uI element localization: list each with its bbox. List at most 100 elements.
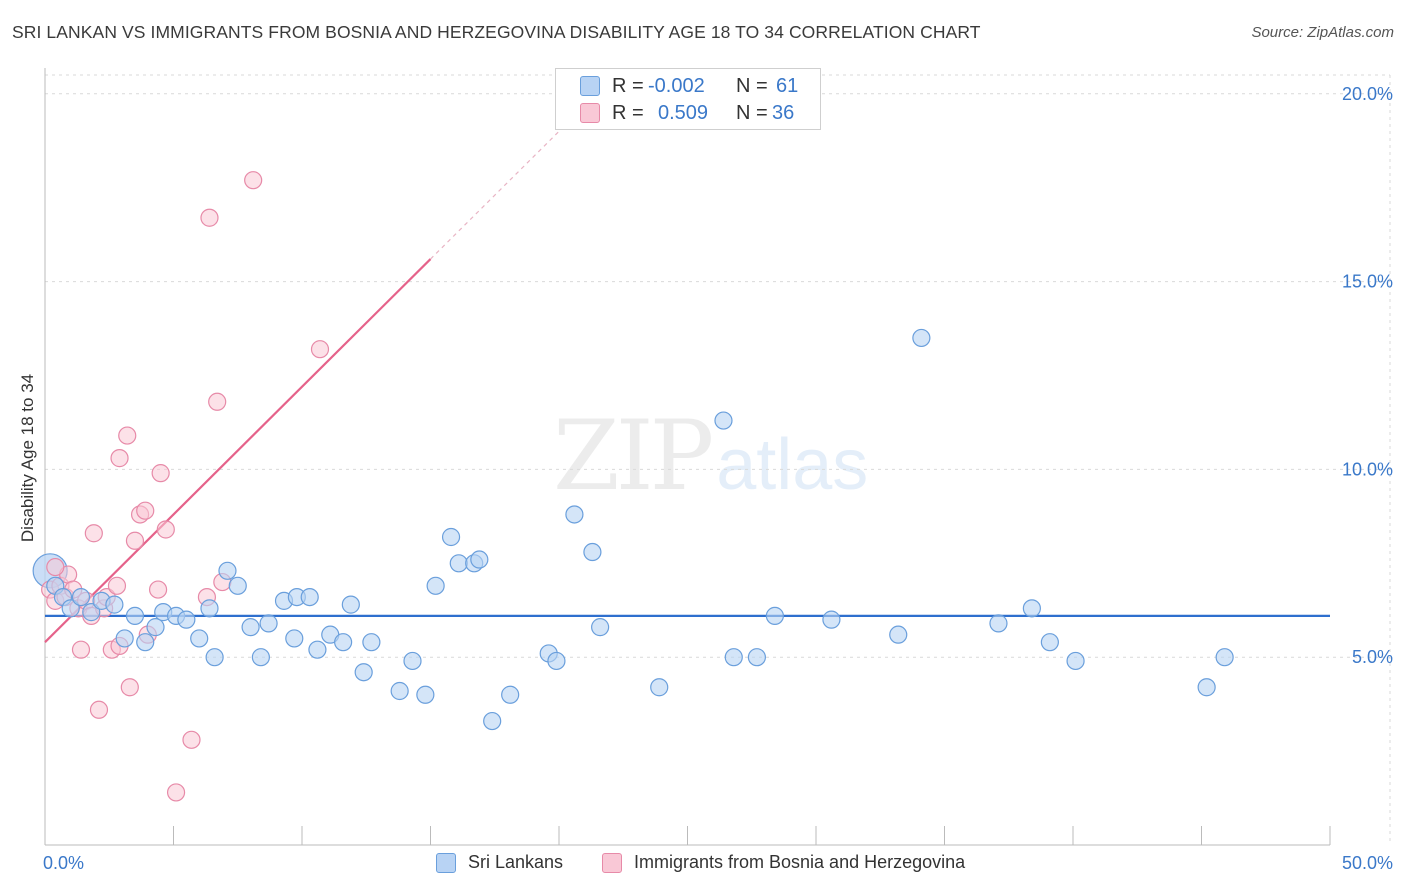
data-point-sri-lankans	[354, 663, 373, 682]
data-point-sri-lankans	[403, 651, 422, 671]
data-point-sri-lankans	[1022, 599, 1041, 618]
data-point-sri-lankans	[341, 595, 360, 614]
y-tick-label: 5.0%	[1352, 647, 1393, 667]
data-point-sri-lankans	[714, 411, 733, 430]
data-point-bosnia	[166, 783, 186, 802]
data-point-bosnia	[310, 340, 330, 359]
legend-label-bosnia: Immigrants from Bosnia and Herzegovina	[634, 852, 966, 872]
data-point-bosnia	[118, 426, 137, 445]
sri-lankans-swatch	[580, 76, 600, 96]
data-point-bosnia	[182, 730, 201, 749]
r-label: R =	[612, 101, 644, 124]
data-point-sri-lankans	[308, 640, 327, 659]
data-point-bosnia	[156, 520, 175, 539]
n-label: N =	[736, 74, 768, 97]
data-point-sri-lankans	[177, 610, 196, 629]
data-point-sri-lankans	[300, 587, 319, 607]
r-label: R =	[612, 74, 644, 97]
data-point-bosnia	[151, 464, 170, 483]
stats-row-bosnia: R = 0.509 N = 36	[556, 100, 820, 126]
data-point-bosnia	[71, 640, 91, 659]
data-point-sri-lankans	[71, 587, 91, 607]
y-tick-label: 15.0%	[1342, 272, 1393, 292]
data-point-sri-lankans	[334, 633, 353, 652]
data-point-sri-lankans	[241, 618, 260, 637]
data-point-bosnia	[208, 392, 227, 411]
data-point-sri-lankans	[583, 542, 602, 562]
data-point-bosnia	[120, 678, 139, 697]
data-point-sri-lankans	[501, 685, 520, 704]
data-point-sri-lankans	[1066, 651, 1085, 671]
y-tick-label: 10.0%	[1342, 459, 1393, 479]
data-point-sri-lankans	[228, 576, 247, 595]
data-point-sri-lankans	[362, 633, 381, 652]
data-point-sri-lankans	[989, 614, 1008, 633]
data-point-bosnia	[148, 580, 168, 599]
data-point-sri-lankans	[259, 614, 278, 633]
data-point-sri-lankans	[205, 648, 224, 667]
data-point-sri-lankans	[650, 678, 669, 697]
n-value-sri-lankans: 61	[776, 74, 799, 97]
stats-row-sri-lankans: R = -0.002 N = 61	[556, 73, 820, 99]
bottom-legend: Sri Lankans Immigrants from Bosnia and H…	[0, 850, 1406, 880]
bosnia-swatch	[602, 852, 622, 873]
data-point-bosnia	[110, 449, 129, 468]
sri-lankans-swatch	[436, 852, 456, 873]
data-point-bosnia	[46, 557, 65, 577]
data-point-bosnia	[84, 524, 103, 543]
data-point-sri-lankans	[82, 603, 101, 622]
data-point-sri-lankans	[591, 618, 610, 637]
y-tick-label: 20.0%	[1342, 84, 1393, 104]
data-point-sri-lankans	[251, 648, 270, 667]
legend-label-sri-lankans: Sri Lankans	[468, 852, 564, 872]
data-point-sri-lankans	[483, 711, 502, 731]
data-point-sri-lankans	[565, 505, 584, 524]
data-point-sri-lankans	[912, 328, 931, 348]
data-point-sri-lankans	[1215, 648, 1234, 667]
x-tick-label: 0.0%	[43, 853, 84, 873]
r-value-sri-lankans: -0.002	[648, 74, 705, 97]
data-point-sri-lankans	[218, 561, 237, 580]
data-point-sri-lankans	[547, 651, 566, 671]
legend-item-bosnia[interactable]: Immigrants from Bosnia and Herzegovina	[602, 852, 965, 873]
data-point-sri-lankans	[146, 618, 165, 637]
x-tick-label: 50.0%	[1342, 853, 1393, 873]
bosnia-swatch	[580, 103, 600, 123]
data-point-bosnia	[200, 208, 219, 227]
label-layer: 5.0% 10.0% 15.0% 20.0% 0.0% 50.0% Disability A…	[18, 84, 1393, 873]
data-point-sri-lankans	[200, 599, 219, 618]
axis-layer	[44, 68, 1331, 846]
data-point-bosnia	[107, 576, 127, 595]
legend-item-sri-lankans[interactable]: Sri Lankans	[436, 852, 563, 873]
data-point-sri-lankans	[105, 595, 124, 614]
r-value-bosnia: 0.509	[658, 101, 709, 124]
trend-extension-bosnia	[430, 130, 560, 260]
trend-layer	[44, 130, 1330, 643]
source-label: Source: ZipAtlas.com	[1251, 24, 1394, 41]
data-point-sri-lankans	[285, 629, 304, 648]
data-point-sri-lankans	[449, 554, 468, 573]
n-label: N =	[736, 101, 768, 124]
data-point-sri-lankans	[470, 550, 489, 569]
data-point-sri-lankans	[115, 629, 134, 648]
data-point-sri-lankans	[416, 685, 435, 704]
chart-title: SRI LANKAN VS IMMIGRANTS FROM BOSNIA AND…	[12, 22, 981, 42]
data-point-sri-lankans	[889, 625, 908, 644]
grid-layer	[45, 74, 1391, 845]
data-point-sri-lankans	[1197, 678, 1216, 697]
data-point-bosnia	[244, 171, 263, 190]
stats-legend: R = -0.002 N = 61 R = 0.509 N = 36	[555, 68, 821, 130]
data-point-bosnia	[89, 700, 109, 719]
points-layer	[32, 171, 1234, 802]
n-value-bosnia: 36	[772, 101, 795, 124]
trend-line-bosnia	[44, 258, 432, 643]
data-point-sri-lankans	[390, 681, 409, 701]
data-point-sri-lankans	[190, 629, 209, 648]
data-point-sri-lankans	[441, 527, 461, 547]
data-point-sri-lankans	[1040, 633, 1059, 652]
data-point-sri-lankans	[822, 610, 841, 629]
y-axis-label: Disability Age 18 to 34	[18, 374, 37, 542]
data-point-sri-lankans	[765, 606, 784, 625]
data-point-sri-lankans	[747, 648, 766, 667]
